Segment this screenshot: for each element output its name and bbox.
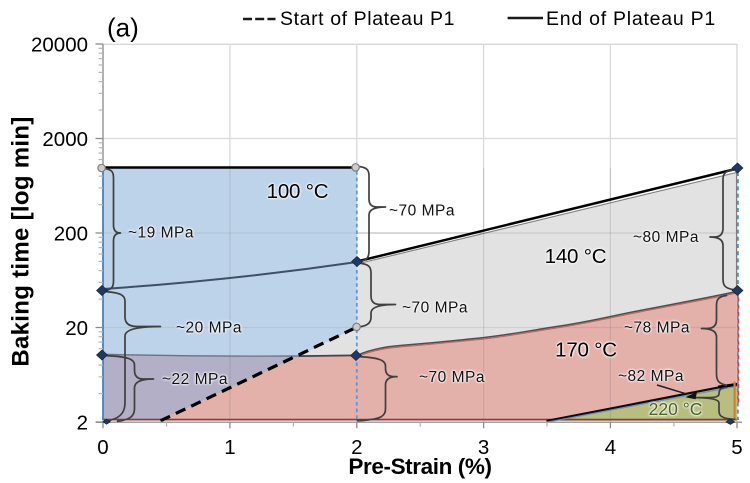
svg-text:5: 5 xyxy=(731,436,742,459)
svg-text:20000: 20000 xyxy=(31,33,88,56)
svg-text:3: 3 xyxy=(478,436,489,459)
svg-text:100 °C: 100 °C xyxy=(267,180,329,203)
svg-text:0: 0 xyxy=(97,436,108,459)
svg-text:170 °C: 170 °C xyxy=(555,339,617,362)
svg-text:~20 MPa: ~20 MPa xyxy=(176,320,242,337)
svg-text:20: 20 xyxy=(65,317,88,340)
svg-text:Pre-Strain (%): Pre-Strain (%) xyxy=(348,454,491,479)
svg-text:~78 MPa: ~78 MPa xyxy=(624,320,690,337)
svg-text:Start of Plateau P1: Start of Plateau P1 xyxy=(280,8,455,30)
svg-text:~70 MPa: ~70 MPa xyxy=(419,369,485,386)
svg-text:4: 4 xyxy=(605,436,616,459)
svg-text:2: 2 xyxy=(77,411,88,434)
svg-text:~70 MPa: ~70 MPa xyxy=(402,299,468,316)
svg-text:200: 200 xyxy=(54,222,88,245)
svg-text:1: 1 xyxy=(224,436,235,459)
svg-text:220 °C: 220 °C xyxy=(649,399,703,419)
svg-text:2000: 2000 xyxy=(42,128,88,151)
svg-text:Baking time [log min]: Baking time [log min] xyxy=(8,116,35,366)
svg-text:(a): (a) xyxy=(107,13,139,43)
svg-text:2: 2 xyxy=(351,436,362,459)
svg-text:End of Plateau P1: End of Plateau P1 xyxy=(546,8,716,30)
svg-text:~22 MPa: ~22 MPa xyxy=(162,371,228,388)
svg-text:~19 MPa: ~19 MPa xyxy=(128,224,194,241)
svg-text:~82 MPa: ~82 MPa xyxy=(618,368,684,385)
svg-text:~70 MPa: ~70 MPa xyxy=(389,203,455,220)
svg-text:140 °C: 140 °C xyxy=(545,245,607,268)
svg-text:~80 MPa: ~80 MPa xyxy=(633,229,699,246)
